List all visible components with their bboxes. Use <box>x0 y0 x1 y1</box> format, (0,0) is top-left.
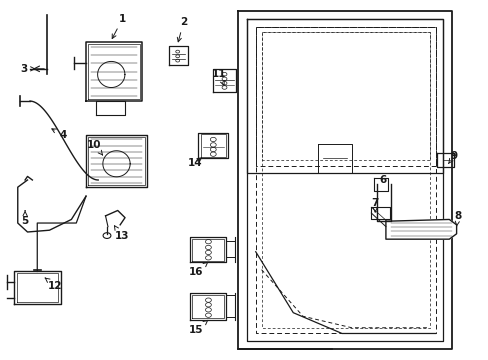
Text: 4: 4 <box>52 129 67 140</box>
Text: 15: 15 <box>188 320 207 335</box>
Text: 7: 7 <box>371 198 378 212</box>
Text: 16: 16 <box>188 262 207 277</box>
Text: 13: 13 <box>114 226 129 241</box>
Polygon shape <box>385 220 456 239</box>
Text: 12: 12 <box>45 278 62 291</box>
Text: 6: 6 <box>379 175 386 185</box>
Text: 2: 2 <box>177 17 187 42</box>
Text: 1: 1 <box>112 14 126 39</box>
Text: 14: 14 <box>187 158 202 168</box>
Text: 5: 5 <box>21 211 29 226</box>
Text: 3: 3 <box>20 64 35 74</box>
Text: 8: 8 <box>453 211 461 226</box>
Text: 9: 9 <box>447 150 457 163</box>
Text: 11: 11 <box>211 69 226 85</box>
Text: 10: 10 <box>87 140 102 155</box>
